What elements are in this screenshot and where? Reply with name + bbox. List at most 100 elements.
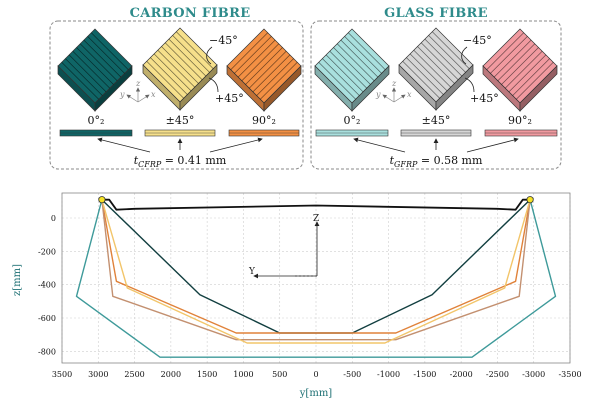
glass-arrow-left [353,137,406,153]
support-marker-1 [526,196,534,204]
glass-ply-90-block [482,28,558,112]
y-tick-labels: 0 -200 -400 -600 -800 [38,214,56,356]
fibre-line [512,58,550,96]
glass-arrow-right [466,137,519,153]
glass-axis-triad [382,87,406,103]
carbon-ply-label-0: 0°₂ [88,114,105,127]
plot-triad-y: Y [248,267,256,277]
glass-ply-45-fibres [402,31,470,99]
fibre-line [336,43,375,82]
carbon-axis-triad [126,87,150,103]
carbon-minus-leader [206,46,213,65]
glass-ply-0-side-right [351,65,390,112]
y-tick-label: 0 [51,214,56,223]
x-tick-label: 3500 [52,370,72,379]
carbon-ply-45-fibres [146,31,214,99]
y-axis-label: z[mm] [12,264,23,296]
fibre-line [501,47,539,85]
fibre-line [68,54,107,93]
fibre-line [340,39,379,78]
glass-angle-plus: +45° [470,92,499,105]
fibre-line [150,57,188,95]
chart-frame [61,192,571,364]
glass-ply-90-side-right [519,65,558,112]
plot-triad-z: Z [313,214,319,224]
fibre-line [164,42,203,81]
glass-triad-y: y [375,90,381,99]
glass-ply-90-fibres [486,32,554,100]
fibre-line [409,53,448,92]
fibre-line [329,50,368,89]
fibre-line [406,57,444,95]
chart-series [75,198,557,358]
carbon-ply-45-side-right [179,64,218,111]
fibre-line [333,47,371,85]
carbon-triad-z: z [135,79,141,88]
carbon-triad-y: y [119,90,125,99]
x-tick-labels: 3500 3000 2500 2000 1500 1000 500 0 -500 -1000 -15… [52,370,582,379]
fibre-line [234,36,272,74]
glass-triad-z: z [391,79,397,88]
series-line-0 [101,198,531,211]
fibre-line [65,58,103,96]
carbon-ply-label-90: 90°₂ [252,114,276,127]
fibre-line [61,62,99,100]
x-tick-label: 2000 [161,370,181,379]
x-tick-label: 1000 [233,370,253,379]
fibre-line [497,43,536,82]
glass-plus-leader [464,77,475,93]
carbon-angle-plus: +45° [215,92,244,105]
x-tick-label: 3000 [88,370,108,379]
glass-ply-45-block [398,27,474,111]
fibre-line [153,53,192,92]
carbon-arrow-left [97,137,151,153]
fibre-line [417,46,455,84]
carbon-ply-0-side-right [94,65,133,112]
fibre-line [402,61,440,99]
carbon-ply-label-45: ±45° [166,114,195,127]
fibre-line [516,62,554,100]
fibre-line [432,31,470,69]
x-tick-label: 0 [313,370,318,379]
glass-ply-label-0: 0°₂ [344,114,361,127]
fibre-line [260,62,298,100]
y-tick-label: -600 [38,314,56,323]
fibre-line [504,50,543,89]
fibre-line [87,36,125,74]
glass-ply-0-fibres [318,32,386,100]
fibre-line [413,49,452,88]
fibre-line [237,39,276,78]
plot-axis-triad [253,221,320,279]
fibre-line [157,49,196,88]
glass-ply-45-side-right [435,64,474,111]
support-marker-0 [98,196,106,204]
glass-triad-x: x [407,90,412,99]
chart-markers [98,196,534,204]
fibre-line [76,47,114,85]
series-line-4 [101,199,531,341]
carbon-angle-minus: −45° [209,34,238,47]
x-tick-label: 1500 [197,370,217,379]
carbon-ply-90-block [226,28,302,112]
x-tick-label: -1000 [377,370,400,379]
fibre-line [176,31,214,69]
fibre-line [83,39,122,78]
fibre-line [252,54,291,93]
carbon-ply-0-fibres [61,32,129,100]
carbon-title: CARBON FIBRE [130,6,251,21]
fibre-line [161,46,199,84]
x-tick-label: 2500 [124,370,144,379]
series-line-1 [75,199,557,358]
glass-title: GLASS FIBRE [384,6,488,21]
fibre-line [256,58,294,96]
carbon-ply-90-side-right [263,65,302,112]
fibre-line [230,32,268,70]
carbon-fibre-panel: CARBON FIBRE −45° +45° [49,6,304,170]
fibre-line [325,54,364,93]
fibre-line [428,35,466,73]
x-tick-label: 500 [272,370,287,379]
fibre-line [420,42,459,81]
carbon-plus-leader [208,77,219,93]
fibre-line [91,32,129,70]
